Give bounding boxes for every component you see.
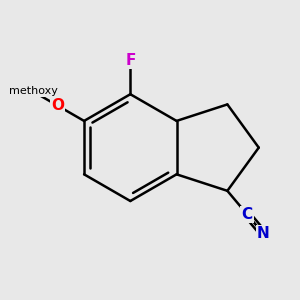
Text: methoxy: methoxy	[8, 86, 57, 96]
Text: O: O	[51, 98, 64, 113]
Text: N: N	[257, 226, 270, 242]
Text: F: F	[125, 53, 136, 68]
Text: C: C	[242, 207, 253, 222]
